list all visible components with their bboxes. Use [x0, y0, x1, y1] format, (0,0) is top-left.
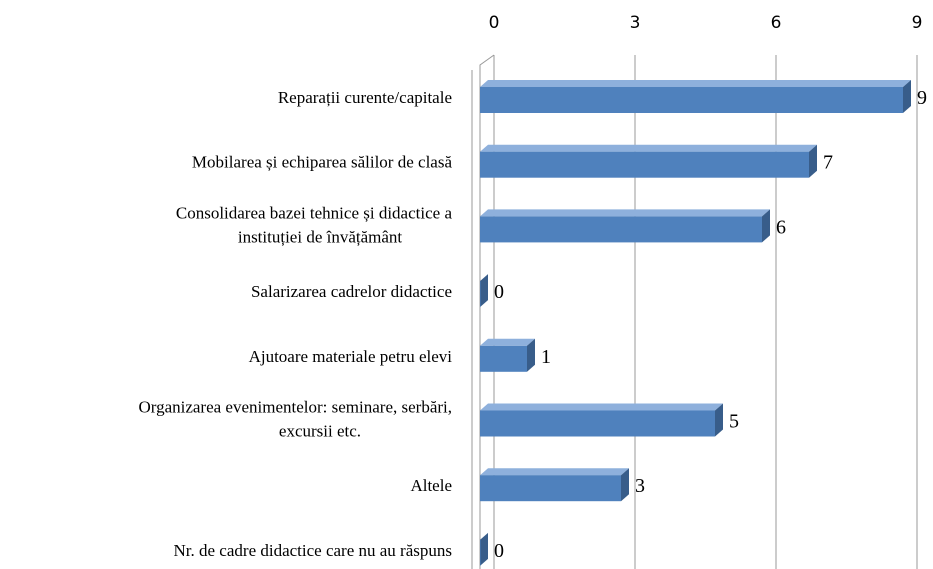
category-label: Salarizarea cadrelor didactice	[251, 282, 452, 301]
bar-front	[480, 539, 481, 566]
bar-side	[480, 532, 488, 566]
value-label: 9	[917, 87, 927, 109]
value-label: 0	[494, 281, 504, 303]
category-label: Ajutoare materiale petru elevi	[249, 347, 453, 366]
category-label: Reparații curente/capitale	[278, 88, 452, 107]
bar-side	[621, 468, 629, 502]
bar-top	[480, 403, 723, 411]
bar-front	[480, 87, 903, 113]
bar-front	[480, 345, 527, 372]
x-tick-label: 6	[771, 13, 782, 33]
bar	[480, 209, 770, 243]
bar-top	[480, 338, 535, 346]
bar	[480, 144, 817, 178]
bar-top	[480, 80, 911, 87]
bar-top	[480, 209, 770, 217]
category-label: Nr. de cadre didactice care nu au răspun…	[174, 541, 452, 560]
value-label: 3	[635, 475, 645, 497]
bar-side	[480, 274, 488, 308]
value-label: 0	[494, 540, 504, 562]
bar	[480, 403, 723, 437]
bar	[480, 338, 535, 372]
axis-wall	[479, 54, 495, 569]
value-label: 7	[823, 152, 833, 174]
bar-side	[527, 338, 535, 372]
bar-top	[480, 468, 629, 476]
bar-front	[480, 410, 715, 437]
bar-front	[480, 216, 762, 243]
bar-side	[715, 403, 723, 437]
category-label: Organizarea evenimentelor: seminare, ser…	[138, 398, 452, 441]
bar-side	[903, 80, 911, 113]
bar-front	[480, 281, 481, 308]
bar-side	[809, 144, 817, 178]
bar	[480, 468, 629, 502]
value-label: 1	[541, 346, 551, 368]
category-label: Consolidarea bazei tehnice și didactice …	[176, 203, 453, 246]
bar-side	[762, 209, 770, 243]
bar	[480, 532, 488, 566]
x-tick-label: 3	[630, 13, 641, 33]
bar-front	[480, 475, 621, 502]
bar	[480, 80, 911, 113]
value-label: 5	[729, 411, 739, 433]
bar-front	[480, 151, 809, 178]
category-label: Mobilarea și echiparea sălilor de clasă	[192, 153, 453, 172]
x-tick-label: 9	[912, 13, 923, 33]
x-tick-label: 0	[489, 13, 500, 33]
value-label: 6	[776, 216, 786, 238]
bar-top	[480, 144, 817, 152]
bar	[480, 274, 488, 308]
category-label: Altele	[410, 476, 452, 495]
